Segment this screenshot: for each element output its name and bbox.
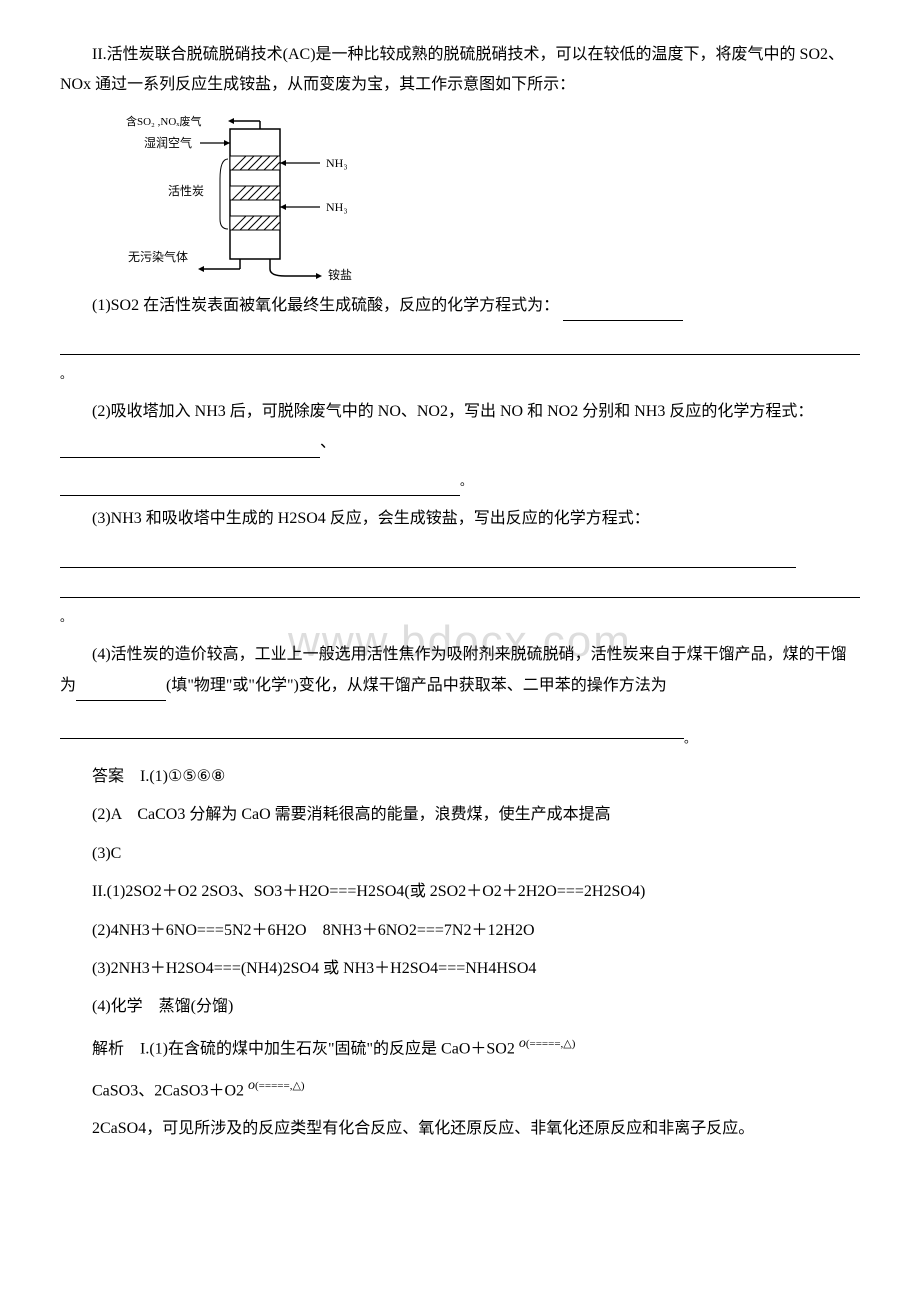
- answer-I3: (3)C: [60, 839, 860, 869]
- process-diagram: 含SO₂ ,NOₓ废气 湿润空气 活性炭 无污染气体 NH₃ NH₃ 铵盐: [120, 111, 860, 281]
- diagram-label: NH₃: [326, 200, 348, 214]
- diagram-label: NH₃: [326, 156, 348, 170]
- q1-text: (1)SO2 在活性炭表面被氧化最终生成硫酸，反应的化学方程式为：: [92, 297, 559, 314]
- diagram-label: 铵盐: [328, 267, 352, 281]
- document-body: II.活性炭联合脱硫脱硝技术(AC)是一种比较成熟的脱硫脱硝技术，可以在较低的温…: [60, 40, 860, 1145]
- q2-sep: 、: [320, 434, 336, 451]
- diagram-label: 活性炭: [168, 184, 204, 198]
- blank-line: [76, 682, 166, 701]
- analysis-2: CaSO3、2CaSO3＋O2 o(=====,△): [60, 1073, 860, 1107]
- question-3: (3)NH3 和吸收塔中生成的 H2SO4 反应，会生成铵盐，写出反应的化学方程…: [60, 504, 860, 534]
- q2-text: (2)吸收塔加入 NH3 后，可脱除废气中的 NO、NO2，写出 NO 和 NO…: [92, 403, 813, 420]
- reaction-condition-disp: (=====,△): [526, 1038, 576, 1050]
- answer-I1: 答案 I.(1)①⑤⑥⑧: [60, 762, 860, 792]
- blank-line: [60, 439, 320, 458]
- question-2: (2)吸收塔加入 NH3 后，可脱除废气中的 NO、NO2，写出 NO 和 NO…: [60, 397, 860, 458]
- analysis-3: 2CaSO4，可见所涉及的反应类型有化合反应、氧化还原反应、非氧化还原反应和非离…: [60, 1114, 860, 1144]
- q1-tail: 。: [60, 359, 860, 389]
- analysis-2a: CaSO3、2CaSO3＋O2: [92, 1082, 248, 1099]
- blank-line: [60, 713, 684, 739]
- reaction-condition: o: [248, 1078, 255, 1093]
- analysis-1: 解析 I.(1)在含硫的煤中加生石灰"固硫"的反应是 CaO＋SO2 oo(==…: [60, 1031, 860, 1065]
- blank-line: [60, 477, 460, 496]
- answer-I2: (2)A CaCO3 分解为 CaO 需要消耗很高的能量，浪费煤，使生产成本提高: [60, 800, 860, 830]
- reaction-condition-disp: (=====,△): [255, 1080, 305, 1092]
- blank-line: [60, 572, 860, 598]
- blank-line: [563, 302, 683, 321]
- q2-line2: 。: [60, 466, 860, 496]
- q4-line2: 。: [60, 709, 860, 754]
- answer-II1: II.(1)2SO2＋O2 2SO3、SO3＋H2O===H2SO4(或 2SO…: [60, 877, 860, 907]
- answer-II3: (3)2NH3＋H2SO4===(NH4)2SO4 或 NH3＋H2SO4===…: [60, 954, 860, 984]
- q4b-text: (填"物理"或"化学")变化，从煤干馏产品中获取苯、二甲苯的操作方法为: [166, 677, 667, 694]
- question-4: (4)活性炭的造价较高，工业上一般选用活性焦作为吸附剂来脱硫脱硝，活性炭来自于煤…: [60, 640, 860, 701]
- blank-line: [60, 543, 796, 569]
- diagram-label: 无污染气体: [128, 249, 188, 264]
- reaction-condition: o: [519, 1036, 526, 1051]
- intro-para: II.活性炭联合脱硫脱硝技术(AC)是一种比较成熟的脱硫脱硝技术，可以在较低的温…: [60, 40, 860, 101]
- diagram-label: 含SO₂ ,NOₓ废气: [126, 114, 201, 128]
- blank-line: [60, 329, 860, 355]
- diagram-label: 湿润空气: [144, 135, 192, 150]
- q3-tail: 。: [60, 602, 860, 632]
- answer-II4: (4)化学 蒸馏(分馏): [60, 992, 860, 1022]
- analysis-1a: 解析 I.(1)在含硫的煤中加生石灰"固硫"的反应是 CaO＋SO2: [92, 1040, 519, 1057]
- answer-II2: (2)4NH3＋6NO===5N2＋6H2O 8NH3＋6NO2===7N2＋1…: [60, 916, 860, 946]
- question-1: (1)SO2 在活性炭表面被氧化最终生成硫酸，反应的化学方程式为：: [60, 291, 860, 321]
